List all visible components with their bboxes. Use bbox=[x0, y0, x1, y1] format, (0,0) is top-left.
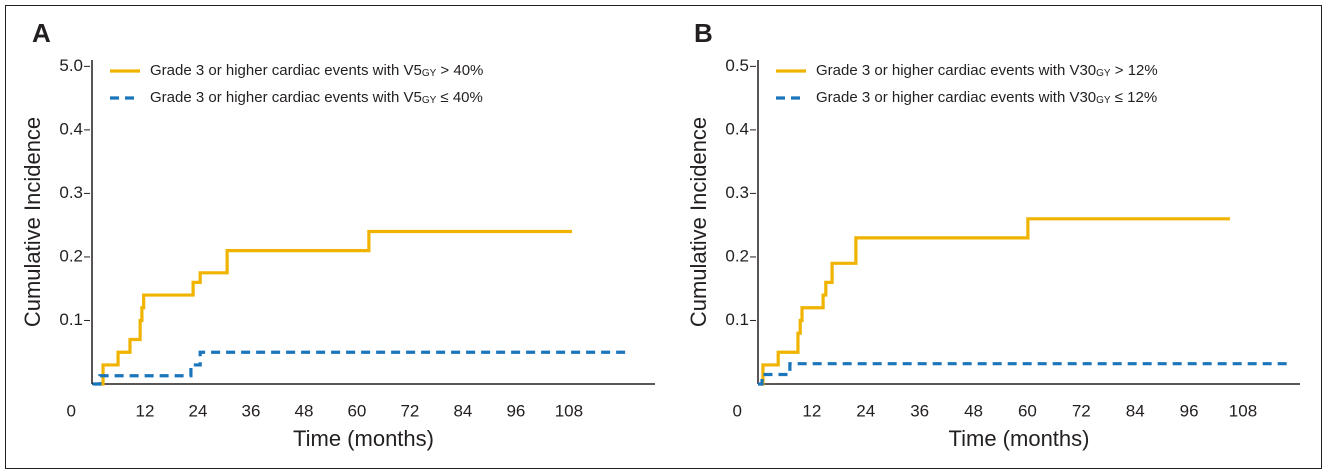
legend-label: Grade 3 or higher cardiac events with V3… bbox=[816, 89, 1157, 106]
x-tick-label: 48 bbox=[964, 401, 983, 420]
panel-label: A bbox=[32, 18, 51, 48]
x-tick-label: 36 bbox=[242, 401, 261, 420]
y-tick-label: 0.2 bbox=[59, 246, 83, 265]
y-tick-label: 0.1 bbox=[725, 310, 749, 329]
x-tick-label: 72 bbox=[400, 401, 419, 420]
x-tick-label: 24 bbox=[856, 401, 875, 420]
x-tick-label: 60 bbox=[347, 401, 366, 420]
x-axis-label: Time (months) bbox=[949, 426, 1090, 451]
x-tick-label: 60 bbox=[1018, 401, 1037, 420]
y-tick-label: 0.4 bbox=[725, 119, 749, 138]
x-axis-label: Time (months) bbox=[293, 426, 434, 451]
x-tick-label: 0 bbox=[67, 401, 76, 420]
x-tick-label: 24 bbox=[189, 401, 208, 420]
x-tick-label: 12 bbox=[136, 401, 155, 420]
y-tick-label: 0.4 bbox=[59, 119, 83, 138]
series-line bbox=[758, 217, 1230, 386]
frame bbox=[5, 5, 1322, 469]
x-tick-label: 96 bbox=[1180, 401, 1199, 420]
legend-label: Grade 3 or higher cardiac events with V5… bbox=[150, 89, 483, 106]
x-tick-label: 108 bbox=[1229, 401, 1257, 420]
x-tick-label: 84 bbox=[1126, 401, 1145, 420]
series-line bbox=[758, 362, 1290, 386]
legend-label: Grade 3 or higher cardiac events with V5… bbox=[150, 62, 483, 79]
y-tick-label: 0.2 bbox=[725, 246, 749, 265]
y-tick-label: 0.3 bbox=[725, 183, 749, 202]
y-tick-label: 0.3 bbox=[59, 183, 83, 202]
legend-label: Grade 3 or higher cardiac events with V3… bbox=[816, 62, 1158, 79]
series-line bbox=[99, 229, 572, 386]
series-line bbox=[92, 350, 629, 386]
y-tick-label: 5.0 bbox=[59, 56, 83, 75]
panel-label: B bbox=[694, 18, 713, 48]
x-tick-label: 84 bbox=[453, 401, 472, 420]
y-axis-label: Cumulative Incidence bbox=[686, 117, 711, 327]
x-tick-label: 72 bbox=[1072, 401, 1091, 420]
x-tick-label: 36 bbox=[910, 401, 929, 420]
y-tick-label: 0.1 bbox=[59, 310, 83, 329]
y-tick-label: 0.5 bbox=[725, 56, 749, 75]
x-tick-label: 48 bbox=[294, 401, 313, 420]
x-tick-label: 96 bbox=[506, 401, 525, 420]
x-tick-label: 108 bbox=[555, 401, 583, 420]
y-axis-label: Cumulative Incidence bbox=[20, 117, 45, 327]
x-tick-label: 0 bbox=[733, 401, 742, 420]
x-tick-label: 12 bbox=[802, 401, 821, 420]
